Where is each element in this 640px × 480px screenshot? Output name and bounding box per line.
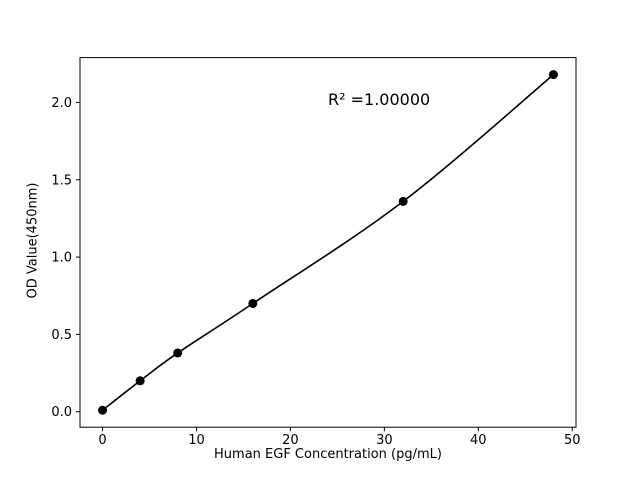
- data-point: [248, 298, 258, 308]
- x-tick-label: 10: [188, 433, 205, 448]
- x-tick-label: 20: [282, 433, 299, 448]
- data-point: [135, 376, 145, 386]
- data-point: [173, 348, 183, 358]
- fit-curve: [102, 73, 554, 411]
- x-tick-label: 30: [376, 433, 393, 448]
- y-tick-label: 0.0: [51, 405, 72, 420]
- y-tick-label: 2.0: [51, 96, 72, 111]
- plot-frame: [79, 57, 577, 428]
- y-tick-label: 1.5: [51, 173, 72, 188]
- x-tick-label: 40: [470, 433, 487, 448]
- r-squared-annotation: R² =1.00000: [328, 90, 431, 109]
- x-tick-label: 0: [98, 433, 106, 448]
- data-point: [98, 405, 108, 415]
- y-tick-label: 1.0: [51, 251, 72, 266]
- y-axis-label: OD Value(450nm): [25, 182, 41, 299]
- y-tick-label: 0.5: [51, 328, 72, 343]
- x-tick-label: 50: [564, 433, 581, 448]
- data-point: [398, 196, 408, 206]
- x-axis-label: Human EGF Concentration (pg/mL): [214, 447, 442, 462]
- data-point: [548, 70, 558, 80]
